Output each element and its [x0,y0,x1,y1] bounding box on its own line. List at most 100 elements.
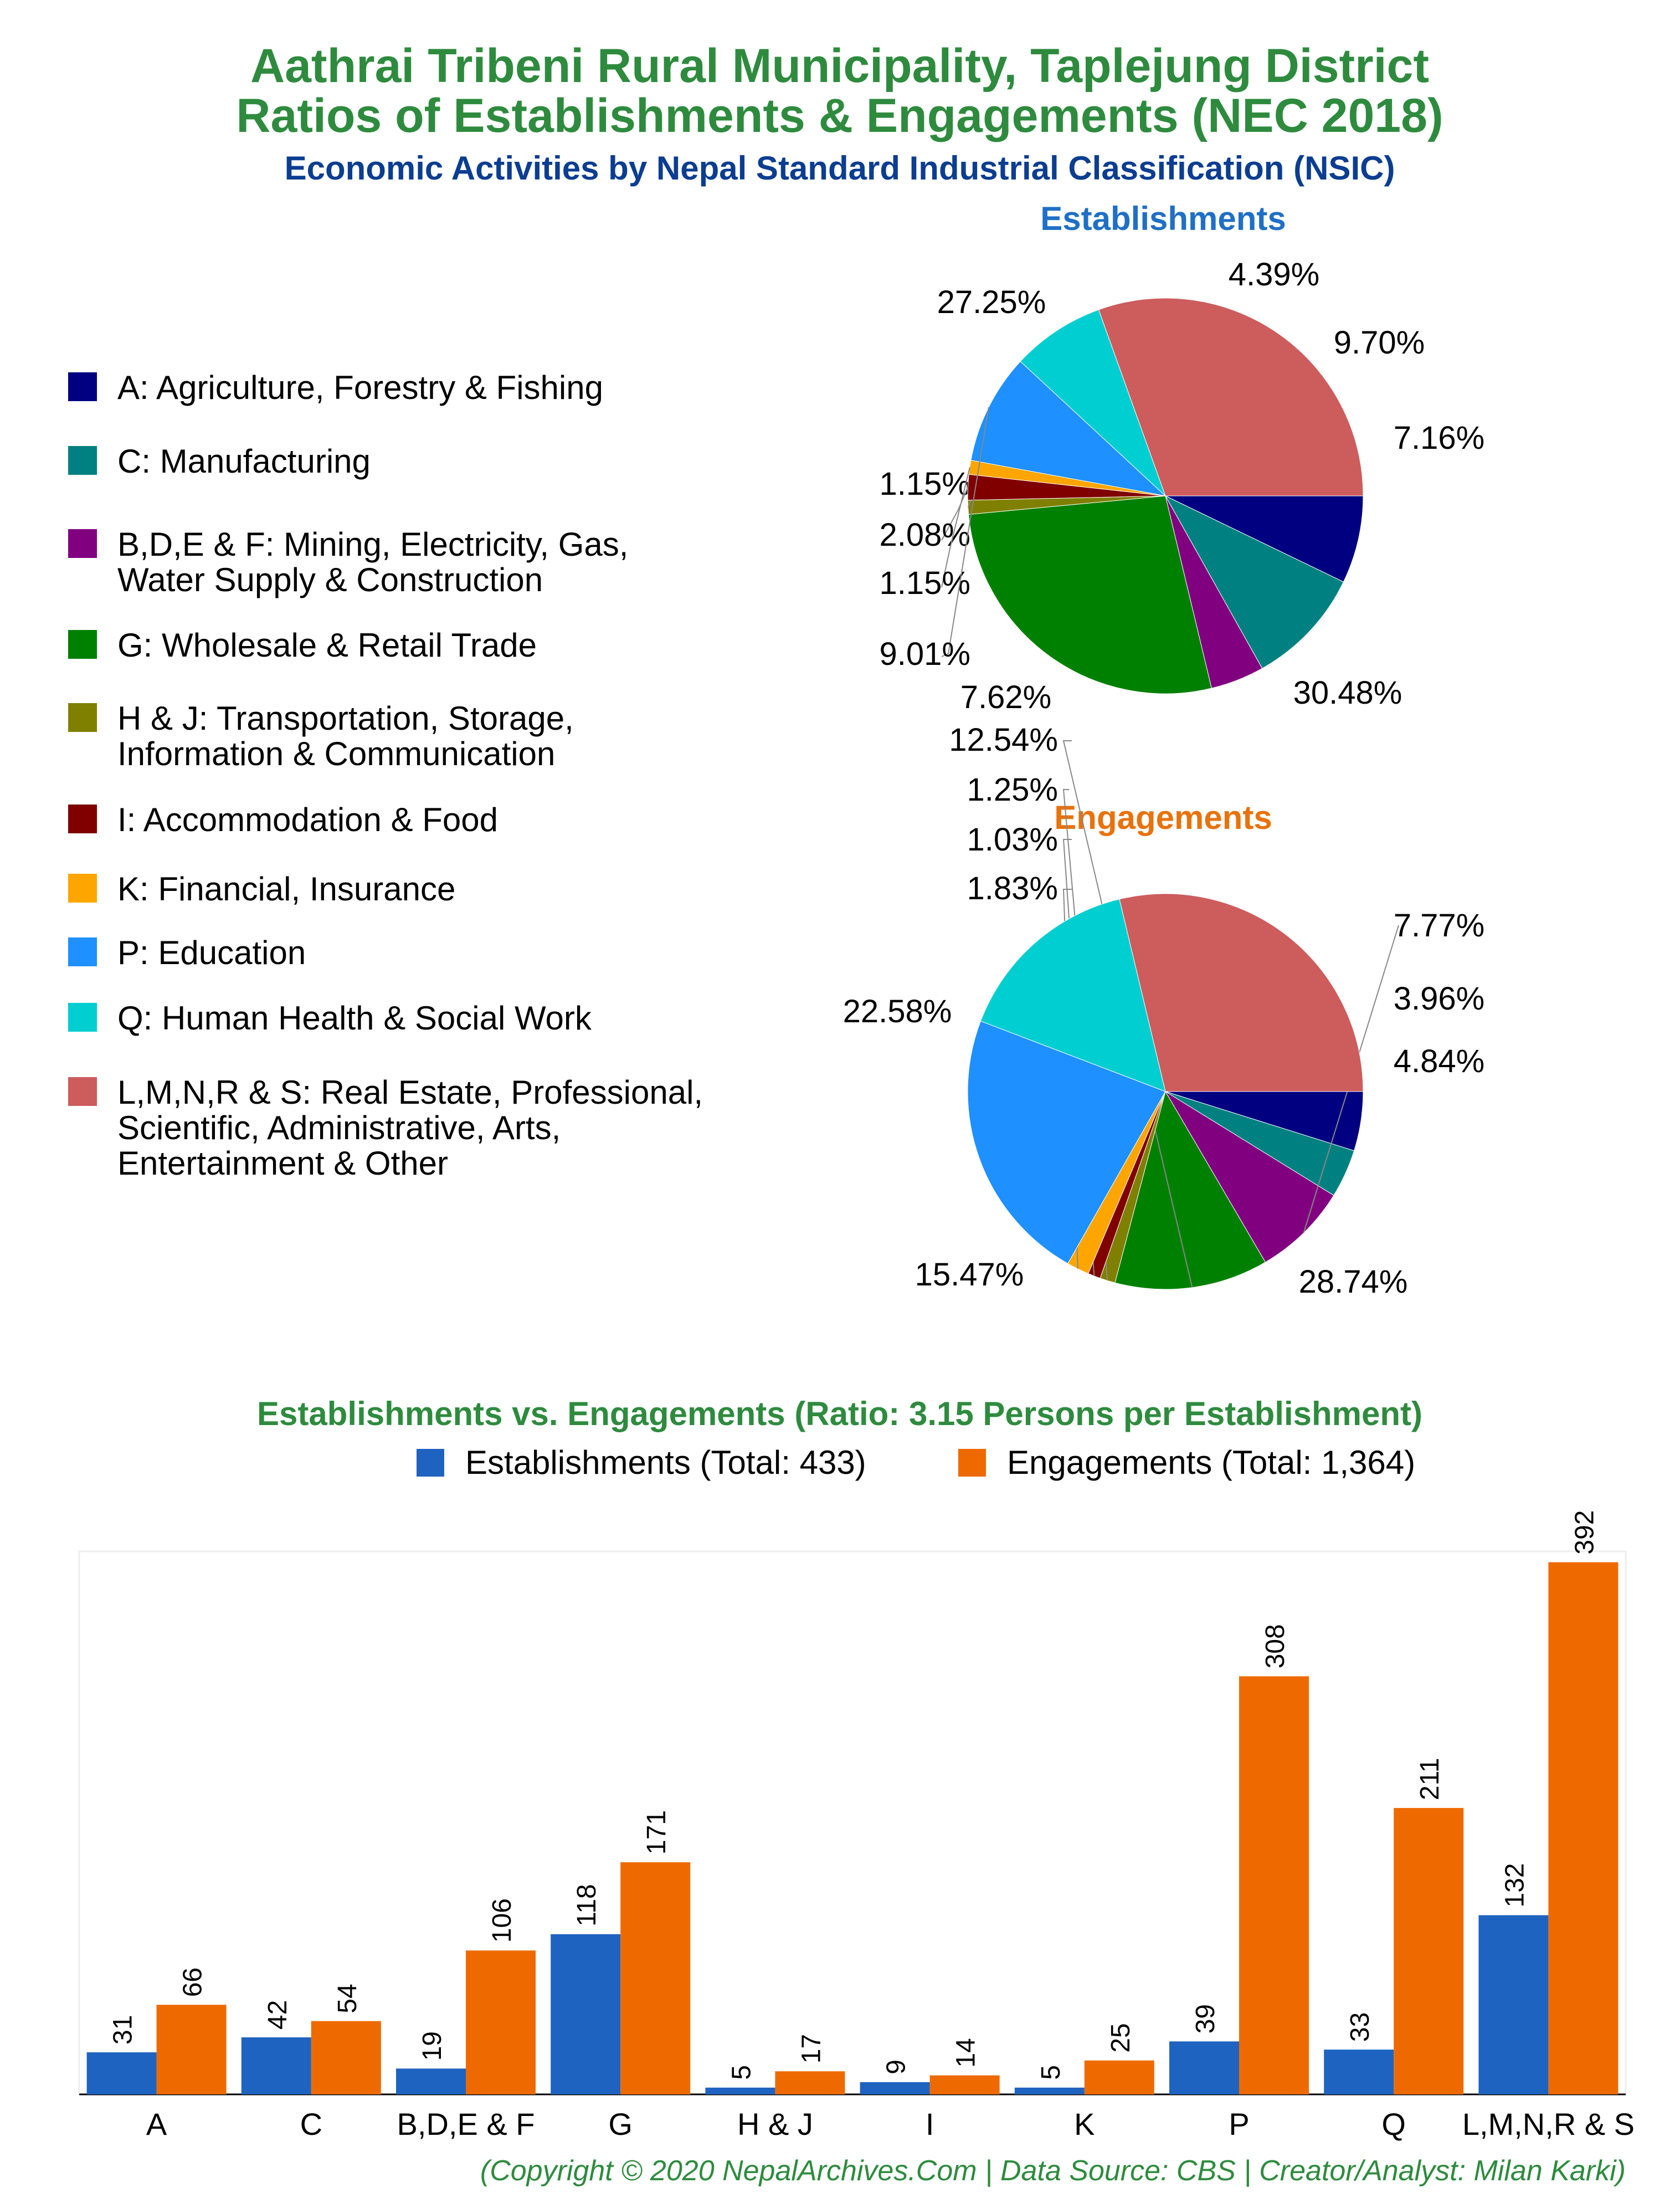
legend-label: H & J: Transportation, Storage, [117,700,574,737]
legend-swatch [68,630,97,659]
legend-label: Information & Communication [117,735,555,772]
pie-value-label: 7.77% [1394,908,1484,944]
x-tick-label: P [1229,2107,1249,2141]
legend-swatch [68,937,97,966]
engagements-bar [929,2075,1000,2094]
bar-chart-legend: Establishments (Total: 433) Engagements (… [417,1444,1415,1481]
pie-value-label: 7.16% [1394,420,1484,456]
bar-value-label: 54 [333,1984,362,2013]
legend-swatch [68,874,97,903]
pie-value-label: 27.25% [937,284,1046,320]
x-tick-label: H & J [737,2107,813,2141]
establishments-bar [860,2082,930,2094]
bar-value-label: 308 [1261,1624,1290,1668]
legend-label: Q: Human Health & Social Work [117,1000,592,1037]
pie-value-label: 4.39% [1229,257,1319,293]
leader-line [941,487,969,541]
engagements-bar [1394,1808,1464,2095]
pie-value-label: 9.70% [1334,325,1425,361]
establishments-bar [241,2037,311,2094]
bar-value-label: 106 [487,1898,517,1943]
bar-value-label: 42 [263,2000,292,2030]
engagements-bar [311,2021,381,2094]
legend-label: C: Manufacturing [117,443,371,480]
legend-label: I: Accommodation & Food [117,801,498,838]
legend-swatch [68,805,97,833]
bar-value-label: 5 [1036,2065,1066,2080]
leader-line [941,467,970,588]
pie-value-label: 30.48% [1293,675,1402,711]
engagements-pie-chart: 4.84% 3.96% 7.77% 12.54% 1.25% 1.03% 1.83% 22.5… [843,722,1485,1300]
engagements-pie-title: Engagements [1054,799,1272,836]
engagements-bar [1084,2060,1154,2095]
pie-slice-p [967,1021,1166,1264]
engagements-bar [775,2071,845,2094]
pie-slice-a [1165,495,1364,582]
x-tick-label: I [926,2107,934,2141]
bar-value-label: 66 [178,1967,208,1997]
leader-line [941,407,989,657]
establishments-bar [1014,2087,1085,2095]
pie-value-label: 15.47% [915,1257,1024,1293]
bar-value-label: 33 [1345,2012,1375,2042]
x-tick-label: K [1074,2107,1095,2141]
establishments-bar [551,1934,621,2094]
pie-value-label: 2.08% [880,517,970,553]
establishments-bar [705,2087,775,2095]
bar-legend-label: Establishments (Total: 433) [465,1444,866,1481]
pie-slice-b-d-e-f [1165,1091,1334,1263]
page-subtitle: Economic Activities by Nepal Standard In… [285,150,1395,187]
bar-value-label: 25 [1106,2023,1136,2052]
bar-legend-swatch [958,1449,986,1477]
engagements-bar [466,1950,536,2094]
pie-value-label: 28.74% [1299,1264,1408,1300]
x-tick-label: C [300,2107,322,2141]
engagements-bar [1548,1562,1619,2094]
legend-swatch [68,1077,97,1106]
legend-label: K: Financial, Insurance [117,870,455,908]
bar-value-label: 19 [418,2031,447,2061]
legend-swatch [68,446,97,475]
pie-slice-l-m-n-r-s [1119,893,1364,1092]
bar-value-label: 211 [1415,1758,1445,1801]
bar-legend-label: Engagements (Total: 1,364) [1007,1444,1415,1481]
bar-value-label: 9 [882,2059,911,2074]
pie-value-label: 9.01% [880,636,970,672]
bar-value-label: 31 [109,2015,138,2045]
establishments-pie-title: Establishments [1040,200,1286,237]
x-tick-label: B,D,E & F [397,2107,535,2141]
bar-value-label: 118 [572,1884,602,1926]
legend-label: A: Agriculture, Forestry & Fishing [117,369,603,406]
bar-chart-title: Establishments vs. Engagements (Ratio: 3… [257,1395,1422,1432]
legend-label: L,M,N,R & S: Real Estate, Professional, [117,1074,703,1111]
establishments-bar [396,2068,466,2094]
legend-label: Entertainment & Other [117,1145,448,1182]
pie-value-label: 22.58% [843,993,952,1029]
engagements-bar [156,2005,227,2094]
page-title-line1: Aathrai Tribeni Rural Municipality, Tapl… [250,39,1429,93]
bar-value-label: 14 [952,2038,981,2067]
pie-value-label: 1.83% [967,870,1058,906]
pie-value-label: 4.84% [1394,1043,1484,1079]
engagements-bar [1239,1676,1309,2094]
x-tick-label: L,M,N,R & S [1462,2107,1635,2141]
establishments-bar [1324,2049,1394,2095]
pie-value-label: 3.96% [1394,981,1484,1017]
pie-slice-q [980,899,1166,1092]
establishments-pie-chart: 7.16% 9.70% 4.39% 27.25% 1.15% 2.08% 1.15% 9.01… [880,257,1485,715]
establishments-bar [86,2052,157,2095]
bar-value-label: 171 [642,1810,671,1854]
footer-copyright: (Copyright © 2020 NepalArchives.Com | Da… [480,2155,1626,2187]
legend-swatch [68,372,97,401]
bar-value-label: 5 [727,2065,756,2080]
pie-value-label: 1.25% [967,772,1058,808]
pie-value-label: 12.54% [949,722,1058,758]
establishments-bar [1478,1915,1549,2094]
bar-value-label: 132 [1500,1863,1529,1908]
pie-slice-g [968,495,1212,694]
legend-swatch [68,703,97,732]
legend-label: Scientific, Administrative, Arts, [117,1109,561,1146]
x-tick-label: G [608,2107,633,2141]
pie-value-label: 1.15% [880,565,970,601]
